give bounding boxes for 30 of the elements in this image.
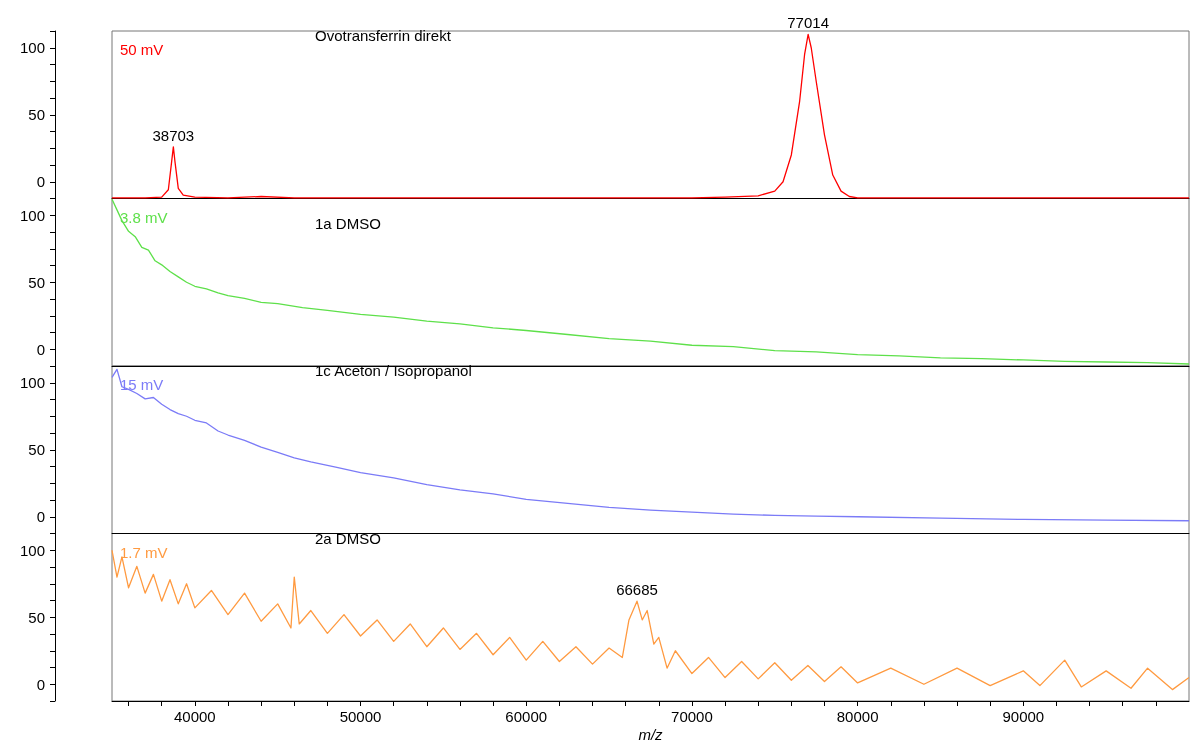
- text: 15 mV: [120, 376, 164, 393]
- y-tick-label: 50: [28, 273, 45, 291]
- text: 1.7 mV: [120, 543, 168, 561]
- y-tick-label: 100: [19, 374, 45, 392]
- y-tick-label: 50: [28, 441, 45, 459]
- annotation: 38703: [152, 126, 195, 144]
- text: 3.8 mV: [120, 208, 168, 226]
- x-tick-label: 50000: [339, 708, 382, 725]
- y-tick-label: 50: [28, 608, 45, 626]
- y-tick-label: 0: [36, 508, 45, 526]
- y-tick-label: 0: [36, 340, 45, 358]
- text: 1a DMSO: [315, 214, 381, 232]
- y-tick-label: 50: [28, 106, 45, 124]
- x-tick-label: 40000: [173, 708, 216, 725]
- y-tick-label: 0: [36, 173, 45, 191]
- y-tick-label: 0: [36, 675, 45, 693]
- line-series: [111, 549, 1190, 691]
- text: 50 mV: [120, 41, 164, 58]
- x-tick-label: 90000: [1002, 708, 1045, 725]
- y-tick-label: 100: [19, 541, 45, 559]
- annotation: 77014: [787, 14, 829, 32]
- chart-title: Ovotransferrin direkt: [315, 27, 452, 44]
- y-tick-label: 100: [19, 39, 45, 57]
- annotation: 66685: [616, 581, 658, 599]
- x-tick-label: 60000: [505, 708, 548, 725]
- chart-title: 2a DMSO: [315, 529, 381, 547]
- y-tick-label: 100: [19, 206, 45, 224]
- x-tick-label: 70000: [671, 708, 713, 725]
- x-tick-label: 80000: [836, 708, 879, 725]
- x-axis-title: m/z: [638, 726, 664, 743]
